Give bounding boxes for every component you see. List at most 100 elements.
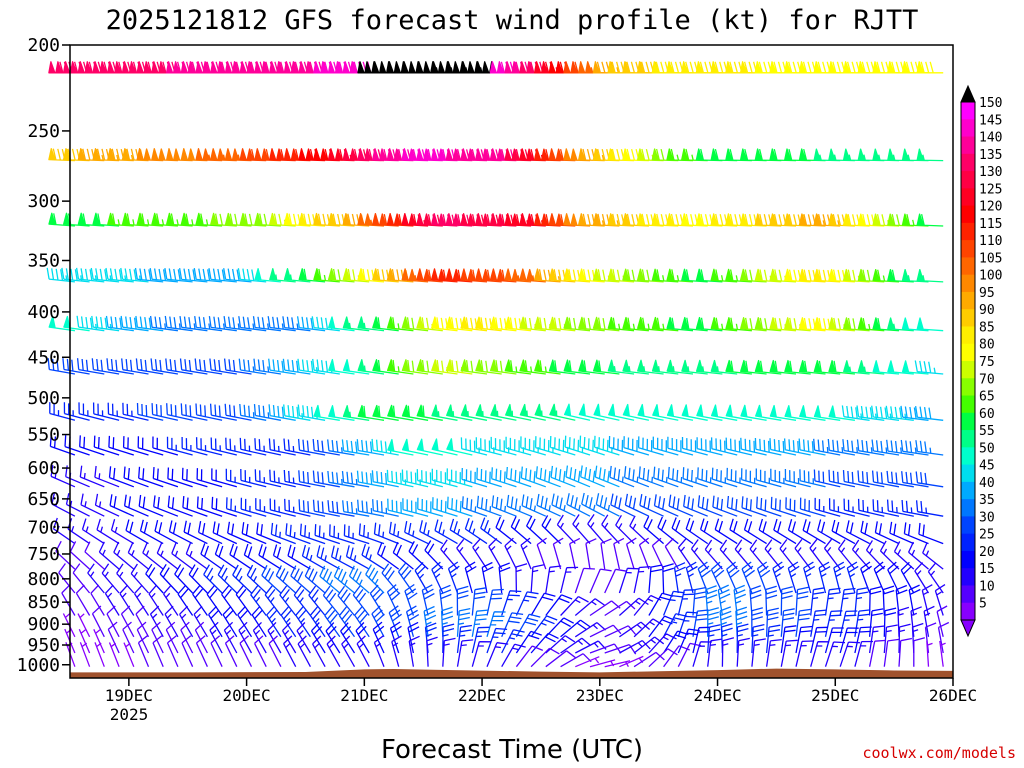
wind-barb [563, 148, 591, 162]
wind-barb [770, 468, 797, 488]
wind-barb [783, 438, 811, 456]
wind-barb [152, 635, 164, 667]
wind-barb [780, 608, 795, 637]
time-axis: 19DEC 20DEC 21DEC 22DEC 23DEC 24DEC 25DEC 26DEC [105, 678, 977, 705]
wind-barb [164, 315, 193, 332]
wind-barb [741, 561, 755, 594]
wind-barb [269, 148, 296, 162]
wind-barb [725, 317, 752, 332]
wind-barb [486, 611, 506, 637]
wind-barb [637, 359, 664, 375]
wind-barb [447, 561, 460, 594]
wind-barb [725, 359, 752, 375]
wind-barb [197, 520, 223, 545]
wind-barb [342, 268, 370, 283]
wind-barb [372, 404, 399, 421]
wind-barb [589, 568, 612, 594]
wind-barb [710, 148, 738, 162]
wind-barb [663, 645, 690, 668]
wind-barb [519, 316, 546, 332]
wind-barb [934, 584, 946, 616]
wind-barb [446, 496, 473, 517]
wind-barb [188, 564, 208, 594]
wind-barb [358, 523, 385, 545]
wind-barb [426, 636, 438, 667]
wind-barb [401, 469, 429, 488]
wind-barb [357, 268, 385, 283]
wind-barb [549, 403, 576, 421]
wind-barb [386, 268, 414, 283]
wind-barb [372, 212, 399, 227]
wind-barb [633, 636, 665, 654]
wind-barb [327, 439, 355, 456]
wind-barb [171, 542, 193, 570]
wind-barb [560, 637, 592, 654]
wind-barb [460, 268, 488, 283]
wind-barb [480, 517, 503, 545]
colorbar-swatch [961, 222, 975, 241]
wind-barb [47, 358, 76, 375]
y-tick-label: 500 [27, 388, 60, 409]
wind-barb [256, 522, 282, 545]
wind-barb [387, 438, 414, 456]
wind-barb [49, 434, 76, 456]
wind-barb [828, 148, 855, 162]
wind-barb [798, 360, 826, 375]
wind-barb [780, 639, 798, 667]
wind-barb [296, 622, 311, 654]
wind-barb [148, 584, 164, 616]
wind-barb [868, 608, 884, 637]
x-tick-label: 25DEC [811, 686, 859, 705]
wind-barb [401, 438, 429, 456]
wind-barb [491, 467, 517, 488]
wind-barb [526, 515, 547, 545]
wind-barb [736, 637, 750, 667]
wind-barb [356, 439, 385, 456]
wind-barb [636, 268, 664, 283]
wind-barb [372, 316, 399, 332]
wind-barb [936, 605, 948, 637]
wind-barb [164, 267, 193, 283]
wind-barb [304, 565, 326, 594]
wind-barb [180, 403, 208, 421]
wind-barb [916, 148, 944, 162]
wind-barb [842, 213, 870, 227]
wind-barb [563, 268, 591, 283]
wind-barb [813, 360, 841, 375]
wind-barb [545, 565, 562, 594]
wind-barb [519, 359, 546, 375]
wind-barb [664, 538, 679, 570]
wind-barb [94, 465, 120, 488]
colorbar-tick-label: 5 [979, 597, 987, 612]
wind-barb [58, 563, 76, 594]
wind-barb [729, 518, 753, 545]
wind-barb [269, 268, 296, 283]
wind-barb [784, 359, 811, 375]
wind-barb [916, 268, 944, 283]
wind-barb [521, 494, 547, 517]
wind-barb [235, 585, 253, 616]
wind-barb [152, 436, 179, 456]
wind-barb [314, 524, 341, 545]
wind-barb [765, 624, 781, 654]
wind-barb [357, 61, 384, 74]
colorbar-tick-label: 105 [979, 251, 1002, 266]
wind-barb [460, 316, 488, 332]
wind-barb [860, 561, 872, 594]
colorbar-swatch [961, 119, 975, 138]
wind-barb [138, 466, 164, 488]
wind-barb [108, 466, 135, 488]
wind-barb [560, 653, 592, 668]
wind-barb [662, 563, 674, 594]
wind-barb [784, 61, 811, 74]
wind-barb [293, 585, 311, 616]
wind-barb [914, 405, 944, 421]
wind-barb [623, 466, 650, 488]
wind-barb [592, 316, 620, 332]
wind-barb [533, 213, 561, 227]
wind-barb [152, 467, 179, 488]
wind-barb [136, 621, 150, 654]
wind-barb [416, 61, 443, 74]
wind-barb [239, 148, 267, 162]
wind-barb [297, 438, 326, 456]
